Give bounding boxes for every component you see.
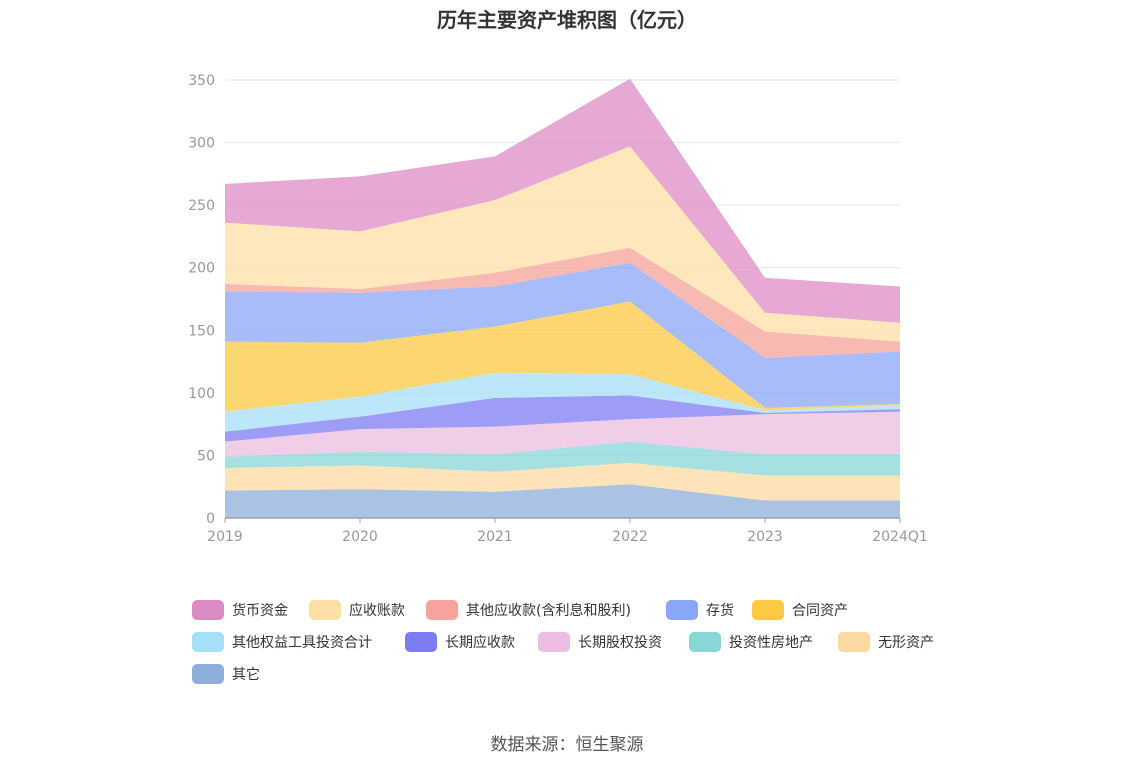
x-tick-label: 2022 xyxy=(612,529,648,545)
x-tick-label: 2020 xyxy=(342,529,378,545)
y-tick-label: 200 xyxy=(188,261,215,277)
legend-swatch xyxy=(752,600,784,620)
legend-label: 其他权益工具投资合计 xyxy=(232,635,372,651)
area-series-长期应收款[interactable] xyxy=(225,395,900,442)
area-series-货币资金[interactable] xyxy=(225,78,900,323)
area-series-其他应收款(含利息和股利)[interactable] xyxy=(225,247,900,358)
legend-swatch xyxy=(426,600,458,620)
x-tick-label: 2019 xyxy=(207,529,243,545)
legend-item[interactable]: 其它 xyxy=(192,662,260,686)
area-series-其它[interactable] xyxy=(225,484,900,518)
legend-swatch xyxy=(666,600,698,620)
legend-swatch xyxy=(405,632,437,652)
y-tick-label: 150 xyxy=(188,323,215,339)
legend-swatch xyxy=(838,632,870,652)
y-tick-label: 250 xyxy=(188,198,215,214)
data-source: 数据来源：恒生聚源 xyxy=(490,735,644,755)
legend-label: 货币资金 xyxy=(232,603,288,619)
legend-label: 存货 xyxy=(706,603,734,619)
y-tick-label: 0 xyxy=(206,511,215,527)
legend-label: 长期股权投资 xyxy=(578,635,662,651)
legend-item[interactable]: 长期应收款 xyxy=(405,630,515,654)
x-tick-label: 2021 xyxy=(477,529,513,545)
legend-item[interactable]: 存货 xyxy=(666,598,734,622)
legend-swatch xyxy=(192,664,224,684)
area-series xyxy=(225,78,900,518)
legend-item[interactable]: 长期股权投资 xyxy=(538,630,662,654)
chart-title: 历年主要资产堆积图（亿元） xyxy=(437,8,697,32)
y-tick-label: 300 xyxy=(188,136,215,152)
legend-item[interactable]: 投资性房地产 xyxy=(689,630,813,654)
legend-label: 投资性房地产 xyxy=(729,635,813,651)
legend-item[interactable]: 无形资产 xyxy=(838,630,934,654)
axes: 0 50 100 150 200 250 300 350 2019 2020 2021 2022 202… xyxy=(188,73,928,545)
legend-label: 其他应收款(含利息和股利) xyxy=(466,603,631,619)
area-series-应收账款[interactable] xyxy=(225,146,900,342)
legend-swatch xyxy=(689,632,721,652)
x-tick-label: 2023 xyxy=(747,529,783,545)
legend-swatch xyxy=(309,600,341,620)
legend-label: 合同资产 xyxy=(792,603,848,619)
legend-swatch xyxy=(192,600,224,620)
legend-item[interactable]: 其他权益工具投资合计 xyxy=(192,630,372,654)
area-series-长期股权投资[interactable] xyxy=(225,411,900,457)
y-tick-label: 350 xyxy=(188,73,215,89)
legend-swatch xyxy=(538,632,570,652)
legend-item[interactable]: 应收账款 xyxy=(309,598,405,622)
area-series-投资性房地产[interactable] xyxy=(225,441,900,476)
legend-item[interactable]: 货币资金 xyxy=(192,598,288,622)
legend-label: 无形资产 xyxy=(878,635,934,651)
legend-label: 长期应收款 xyxy=(445,635,515,651)
legend-swatch xyxy=(192,632,224,652)
y-tick-label: 100 xyxy=(188,386,215,402)
legend-label: 其它 xyxy=(232,667,260,683)
area-series-存货[interactable] xyxy=(225,262,900,408)
y-tick-label: 50 xyxy=(197,448,215,464)
area-series-其他权益工具投资合计[interactable] xyxy=(225,372,900,432)
legend-label: 应收账款 xyxy=(349,603,405,619)
stacked-area-chart: 0 50 100 150 200 250 300 350 2019 2020 2021 2022 202… xyxy=(188,73,928,545)
area-series-合同资产[interactable] xyxy=(225,301,900,412)
legend-item[interactable]: 合同资产 xyxy=(752,598,848,622)
legend-item[interactable]: 其他应收款(含利息和股利) xyxy=(426,598,631,622)
x-tick-label: 2024Q1 xyxy=(872,529,928,545)
